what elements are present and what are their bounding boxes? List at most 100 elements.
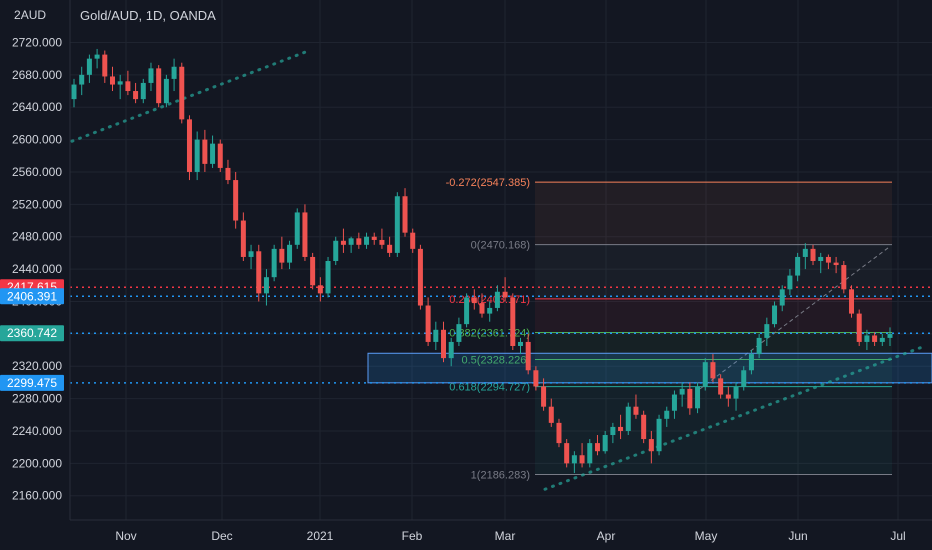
y-tick-label: 2160.000: [12, 489, 62, 503]
candle-body: [494, 291, 500, 308]
candle-body: [163, 78, 169, 104]
candle-body: [79, 74, 85, 85]
top-left-value: 2: [14, 8, 21, 22]
symbol-title: Gold/AUD, 1D, OANDA: [80, 8, 216, 23]
fib-level-label: 0.5(2328.226): [462, 355, 531, 367]
candle-body: [641, 414, 647, 440]
lower-channel-line: [543, 344, 927, 491]
candle-body: [625, 406, 631, 431]
candle-body: [564, 443, 570, 464]
trend-lines[interactable]: [70, 50, 927, 491]
price-label-text: 2299.475: [7, 376, 57, 390]
price-axis[interactable]: 2720.000 2680.000 2640.000 2600.000 2560.000…: [12, 0, 71, 520]
candle-body: [202, 139, 208, 164]
candle-body: [610, 426, 616, 436]
candle-body: [517, 341, 523, 346]
candle-body: [864, 335, 870, 342]
candle-body: [287, 244, 293, 263]
candle-body: [787, 275, 793, 290]
candle-body: [525, 341, 531, 371]
candle-body: [171, 66, 177, 79]
candle-body: [795, 256, 801, 276]
candle-body: [240, 220, 246, 257]
candle-body: [702, 362, 708, 387]
candle-body: [656, 418, 662, 452]
candle-body: [679, 388, 685, 395]
candle-body: [133, 91, 139, 100]
price-label-text: 2360.742: [7, 326, 57, 340]
candle-body: [479, 303, 485, 314]
candle-body: [618, 426, 624, 431]
candle-body: [733, 386, 739, 399]
y-tick-label: 2480.000: [12, 230, 62, 244]
x-tick-label: Jun: [788, 529, 807, 543]
candle-body: [664, 410, 670, 419]
x-tick-label: 2021: [307, 529, 334, 543]
candle-body: [340, 240, 346, 245]
y-tick-label: 2440.000: [12, 262, 62, 276]
y-tick-label: 2680.000: [12, 68, 62, 82]
fib-level-label: 0.382(2361.724): [449, 327, 530, 339]
candle-body: [725, 394, 731, 399]
candle-body: [71, 84, 77, 100]
candle-body: [464, 297, 470, 325]
candle-body: [310, 256, 316, 286]
candle-body: [217, 143, 223, 168]
candle-body: [571, 455, 577, 464]
candle-body: [333, 240, 339, 261]
candle-body: [379, 239, 385, 245]
x-tick-label: Dec: [211, 529, 232, 543]
y-tick-label: 2200.000: [12, 456, 62, 470]
candle-body: [325, 261, 331, 294]
candle-body: [887, 333, 893, 338]
y-tick-label: 2320.000: [12, 359, 62, 373]
candle-body: [541, 386, 547, 407]
candle-body: [256, 251, 262, 294]
candle-body: [94, 54, 100, 59]
candle-body: [433, 329, 439, 342]
candle-body: [471, 297, 477, 304]
candle-body: [587, 443, 593, 464]
candle-body: [456, 324, 462, 342]
fib-level-label: 1(2186.283): [471, 469, 530, 481]
candlestick-series: [71, 48, 893, 474]
candle-body: [772, 305, 778, 325]
candle-body: [186, 119, 192, 172]
candle-body: [810, 248, 816, 261]
y-tick-label: 2280.000: [12, 392, 62, 406]
candle-body: [510, 297, 516, 346]
candle-body: [194, 139, 200, 172]
candle-body: [394, 196, 400, 253]
y-tick-label: 2240.000: [12, 424, 62, 438]
candle-body: [502, 291, 508, 298]
top-left-clip: 2AUD: [14, 8, 46, 22]
candle-body: [117, 81, 123, 85]
candle-body: [448, 341, 454, 359]
y-tick-label: 2640.000: [12, 100, 62, 114]
candle-body: [779, 289, 785, 306]
x-tick-label: Apr: [597, 529, 616, 543]
candle-body: [710, 362, 716, 379]
candle-body: [441, 329, 447, 359]
candle-body: [263, 277, 269, 294]
fib-band: [535, 182, 892, 245]
candle-body: [410, 232, 416, 249]
y-tick-label: 2720.000: [12, 35, 62, 49]
candle-body: [156, 68, 162, 104]
time-axis[interactable]: Nov Dec 2021 Feb Mar Apr May Jun Jul: [70, 519, 932, 543]
candle-body: [687, 388, 693, 409]
candle-body: [148, 68, 154, 83]
candle-body: [741, 370, 747, 387]
y-tick-label: 2520.000: [12, 197, 62, 211]
candle-body: [856, 313, 862, 342]
x-tick-label: May: [695, 529, 718, 543]
candle-body: [695, 386, 701, 409]
candle-body: [764, 324, 770, 338]
candle-body: [671, 394, 677, 411]
candle-body: [556, 422, 562, 444]
price-label-text: 2406.391: [7, 289, 57, 303]
candle-body: [279, 248, 285, 263]
candle-body: [125, 81, 131, 92]
